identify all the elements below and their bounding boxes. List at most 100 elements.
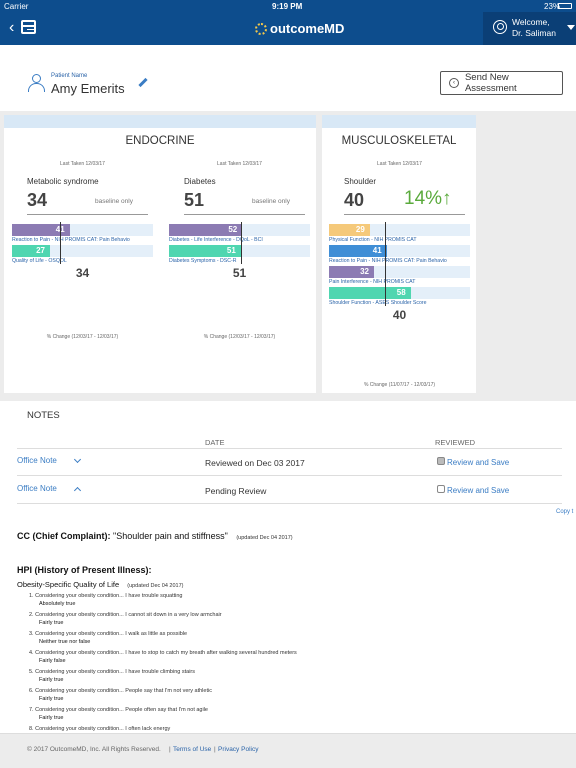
score-underline <box>27 214 148 215</box>
condition-name: Diabetes <box>184 177 216 186</box>
measure-label[interactable]: Shoulder Function - ASES Shoulder Score <box>329 300 427 306</box>
footer: © 2017 OutcomeMD, Inc. All Rights Reserv… <box>0 733 576 768</box>
measure-bar[interactable]: 52 <box>169 224 310 236</box>
condition-score: 34 <box>27 190 48 210</box>
measure-value: 29 <box>355 225 365 234</box>
measure-bar[interactable]: 51 <box>169 245 310 257</box>
hpi-question: 8. Considering your obesity condition...… <box>29 726 171 732</box>
measure-value: 51 <box>226 246 236 255</box>
card-title-endocrine: ENDOCRINE <box>125 135 195 147</box>
last-taken-date: Last Taken 12/03/17 <box>377 161 422 167</box>
measure-bar-fill: 58 <box>329 287 411 299</box>
footer-separator: | <box>214 746 216 753</box>
measure-value: 58 <box>396 288 406 297</box>
measure-bar-fill: 41 <box>329 245 387 257</box>
hpi-question: 4. Considering your obesity condition...… <box>29 650 297 656</box>
cc-value: "Shoulder pain and stiffness" <box>113 531 228 541</box>
measure-label[interactable]: Pain Interference - NIH PROMIS CAT <box>329 279 416 285</box>
card-title-musculoskeletal: MUSCULOSKELETAL <box>341 135 457 147</box>
endocrine-card[interactable]: ENDOCRINE Last Taken 12/03/17 Metabolic s… <box>4 115 316 393</box>
welcome-greeting: Welcome, <box>512 17 550 27</box>
office-note-link-2[interactable]: Office Note <box>17 484 57 493</box>
baseline-only-text: baseline only <box>95 198 133 205</box>
cc-label: CC (Chief Complaint): <box>17 531 111 541</box>
condition-name: Metabolic syndrome <box>27 177 99 186</box>
footer-separator: | <box>169 746 171 753</box>
chevron-down-icon <box>567 25 575 30</box>
measure-bar-fill: 51 <box>169 245 241 257</box>
condition-score: 40 <box>344 190 365 210</box>
hpi-answer: Neither true nor false <box>39 639 91 645</box>
notes-divider <box>17 503 562 504</box>
hpi-question: 7. Considering your obesity condition...… <box>29 707 208 713</box>
measure-bar-fill: 27 <box>12 245 51 257</box>
logo-text: outcomeMD <box>270 21 345 36</box>
measure-value: 27 <box>36 246 45 255</box>
terms-of-use-link[interactable]: Terms of Use <box>173 746 212 753</box>
measure-label[interactable]: Quality of Life - OSQOL <box>12 258 67 264</box>
measure-bar-fill: 32 <box>329 266 375 278</box>
measure-label[interactable]: Diabetes - Life Interference - DQoL - BC… <box>169 237 263 243</box>
measure-bar-fill: 52 <box>169 224 243 236</box>
notes-col-reviewed: REVIEWED <box>435 438 476 447</box>
send-arrow-icon: ‹ <box>449 78 459 88</box>
assessment-cards: ENDOCRINE Last Taken 12/03/17 Metabolic s… <box>0 111 576 401</box>
score-change: 14%↑ <box>404 188 452 209</box>
review-and-save-link-1[interactable]: Review and Save <box>447 458 510 467</box>
privacy-policy-link[interactable]: Privacy Policy <box>218 746 259 753</box>
measure-label[interactable]: Diabetes Symptoms - DSC-R <box>169 258 237 264</box>
chevron-down-icon[interactable] <box>73 455 82 464</box>
copy-link[interactable]: Copy t <box>556 509 574 515</box>
measure-bar[interactable]: 41 <box>329 245 470 257</box>
measure-bar-fill: 41 <box>12 224 70 236</box>
measure-label[interactable]: Physical Function - NIH PROMIS CAT <box>329 237 417 243</box>
review-and-save-link-2[interactable]: Review and Save <box>447 486 510 495</box>
window-switch-icon[interactable] <box>21 20 36 34</box>
edit-pencil-icon[interactable] <box>138 77 148 88</box>
total-score-marker <box>385 222 387 306</box>
total-score: 40 <box>392 308 407 322</box>
total-score-marker <box>240 222 242 264</box>
hpi-question: 6. Considering your obesity condition...… <box>29 688 212 694</box>
hpi-question: 3. Considering your obesity condition...… <box>29 631 188 637</box>
notes-heading: NOTES <box>27 410 60 421</box>
notes-divider <box>17 475 562 476</box>
measure-bar[interactable]: 32 <box>329 266 470 278</box>
office-note-link-1[interactable]: Office Note <box>17 456 57 465</box>
subcard-shoulder[interactable]: Last Taken 12/03/17 Shoulder 40 14%↑ 29 Physi… <box>329 128 470 393</box>
measure-value: 52 <box>228 225 238 234</box>
footer-copyright: © 2017 OutcomeMD, Inc. All Rights Reserv… <box>27 746 161 753</box>
measure-bar[interactable]: 58 <box>329 287 470 299</box>
send-new-assessment-label: Send New Assessment <box>464 72 517 94</box>
battery-icon <box>558 3 572 9</box>
hpi-section: Obesity-Specific Quality of Life (update… <box>17 580 184 589</box>
measure-label[interactable]: Reaction to Pain - NIH PROMIS CAT: Pain … <box>329 258 447 264</box>
chevron-up-icon[interactable] <box>73 486 82 495</box>
measure-value: 41 <box>372 246 382 255</box>
back-chevron-icon[interactable]: ‹ <box>9 19 15 36</box>
cc-updated: (updated Dec 04 2017) <box>236 535 293 541</box>
hpi-answer: Fairly false <box>39 658 66 664</box>
hpi-question: 2. Considering your obesity condition...… <box>29 612 222 618</box>
measure-bar[interactable]: 29 <box>329 224 470 236</box>
musculoskeletal-card[interactable]: MUSCULOSKELETAL Last Taken 12/03/17 Shoul… <box>322 115 476 393</box>
subcard-metabolic-syndrome[interactable]: Last Taken 12/03/17 Metabolic syndrome 34 b… <box>12 128 153 393</box>
score-underline <box>184 214 305 215</box>
condition-name: Shoulder <box>344 177 377 186</box>
status-bar: Carrier 9:19 PM 23% <box>0 0 576 12</box>
hpi-question: 5. Considering your obesity condition...… <box>29 669 196 675</box>
user-menu-button[interactable]: Welcome, Dr. Saliman <box>483 12 576 45</box>
score-underline <box>344 214 465 215</box>
subcard-diabetes[interactable]: Last Taken 12/03/17 Diabetes 51 baseline on… <box>169 128 310 393</box>
reviewed-checkbox-2[interactable] <box>437 485 445 493</box>
send-new-assessment-button[interactable]: ‹ Send New Assessment <box>440 71 563 95</box>
last-taken-date: Last Taken 12/03/17 <box>60 161 105 167</box>
user-avatar-icon <box>493 20 507 34</box>
patient-person-icon <box>27 74 45 92</box>
percent-change-range: % Change (12/03/17 - 12/03/17) <box>46 334 119 340</box>
measure-bar[interactable]: 27 <box>12 245 153 257</box>
logo-mark-icon <box>255 22 267 35</box>
measure-label[interactable]: Reaction to Pain - NIH PROMIS CAT: Pain … <box>12 237 130 243</box>
reviewed-checkbox-1[interactable] <box>437 457 445 465</box>
measure-bar[interactable]: 41 <box>12 224 153 236</box>
